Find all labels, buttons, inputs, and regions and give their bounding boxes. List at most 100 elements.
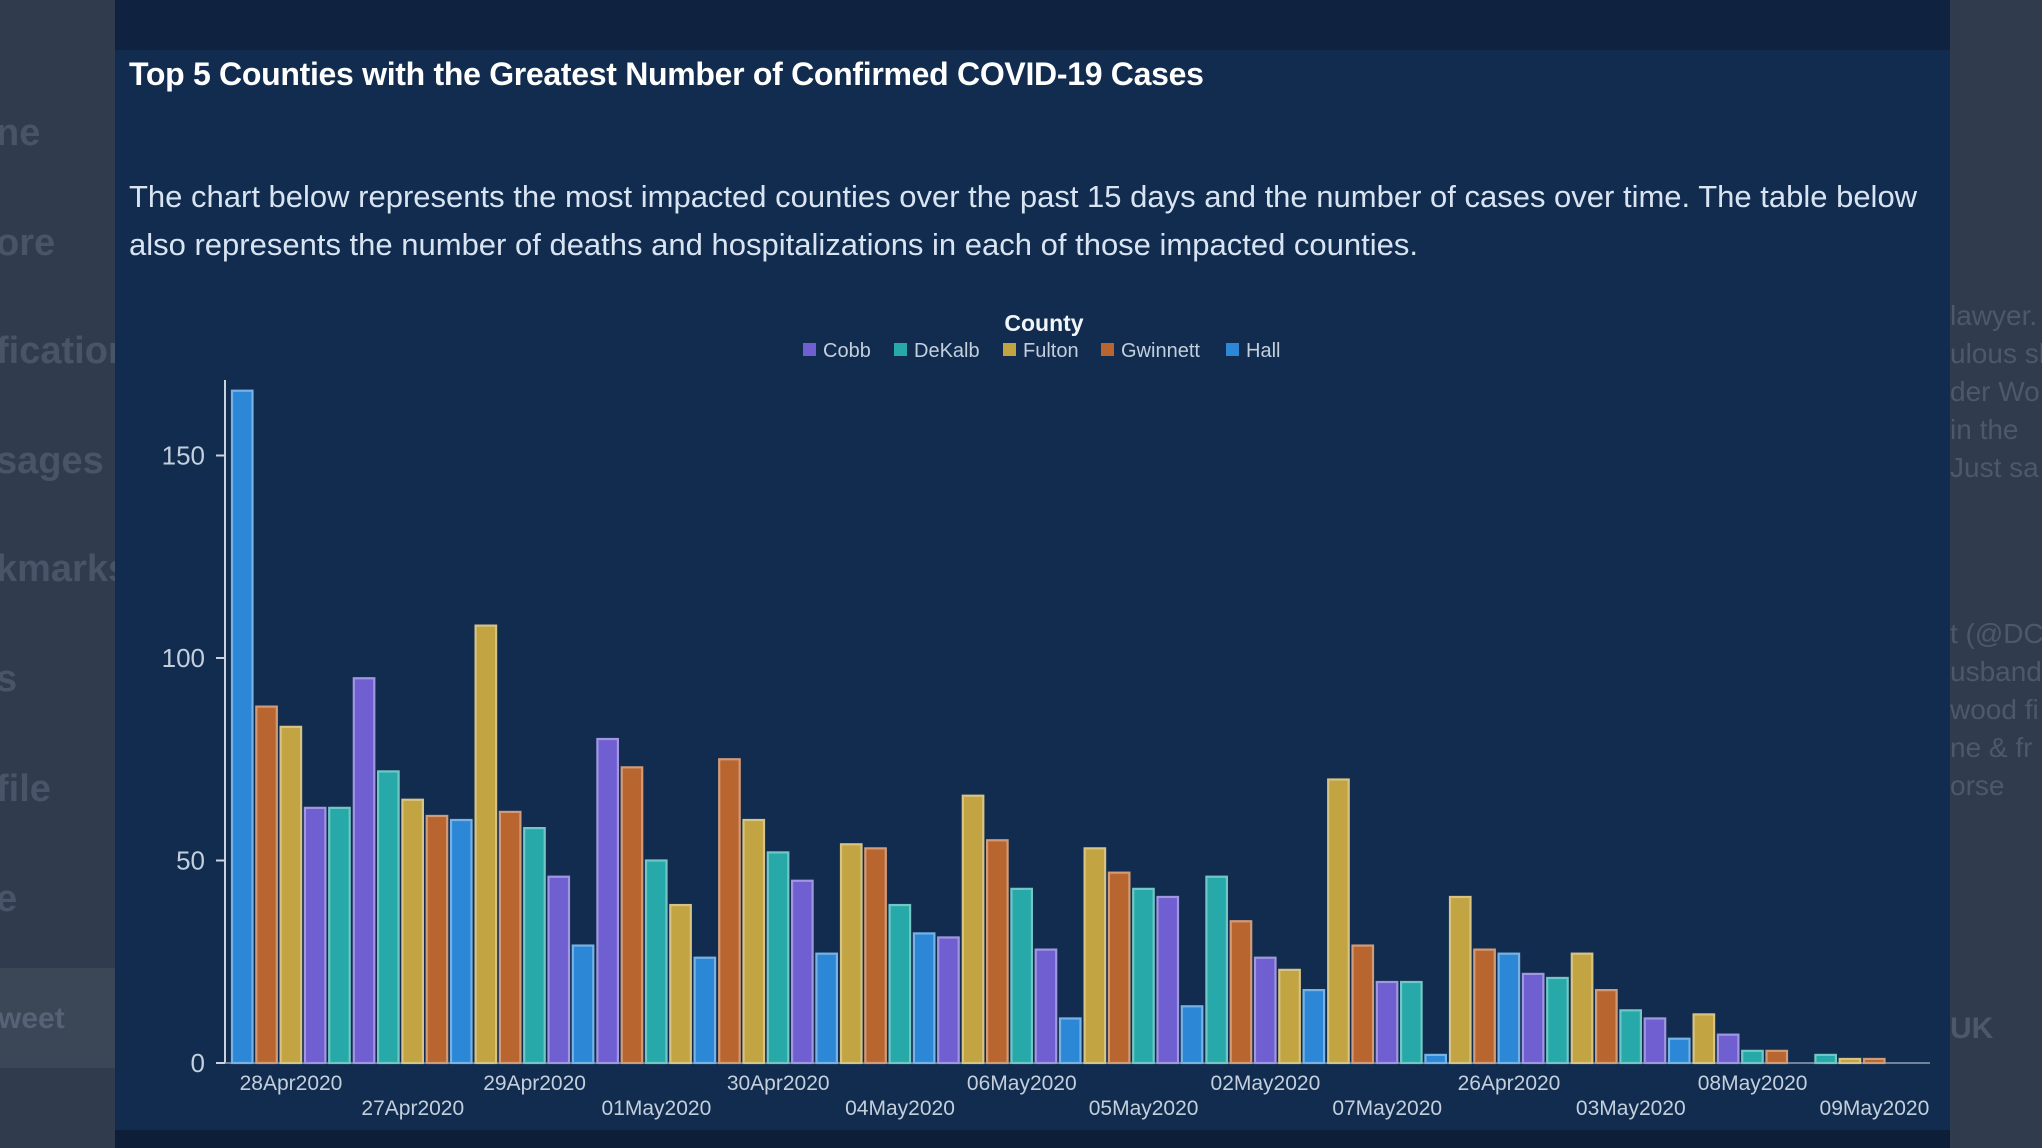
bar-cobb (1716, 1033, 1740, 1065)
bar-gwinnett (985, 839, 1009, 1065)
bar-dekalb (377, 770, 400, 1065)
bar-hall (230, 389, 254, 1065)
background-feed-text: UK (1950, 1012, 1994, 1045)
bar-hall (1424, 1053, 1448, 1065)
legend-swatch-hall (1226, 343, 1239, 356)
bar-cobb (596, 737, 620, 1065)
bar-hall (571, 944, 595, 1065)
legend: County Cobb DeKalb Fulton Gwinnett Hall (803, 310, 1280, 362)
bar-gwinnett (1107, 871, 1131, 1065)
x-tick-label: 28Apr2020 (240, 1072, 343, 1095)
bar-gwinnett (1351, 944, 1375, 1065)
bar-hall (815, 952, 839, 1065)
bar-fulton (839, 843, 863, 1065)
bar-dekalb (766, 851, 790, 1065)
background-feed-text: t (@DC (1950, 618, 2042, 649)
bar-dekalb (1205, 875, 1229, 1065)
legend-label-gwinnett: Gwinnett (1121, 340, 1200, 362)
y-tick-label: 0 (191, 1048, 205, 1078)
bar-hall (1302, 988, 1326, 1065)
panel-bottom-bar (115, 1130, 1950, 1148)
legend-swatch-dekalb (894, 343, 907, 356)
bar-fulton (669, 903, 692, 1065)
bar-gwinnett (1862, 1057, 1886, 1065)
background-sidebar-item: fications (0, 330, 115, 372)
background-tweet-button: weet (0, 968, 115, 1068)
legend-swatch-cobb (803, 343, 816, 356)
background-right-feed: lawyer. ulous sh der Wo in the Just sa t (@D… (1950, 0, 2042, 1148)
x-tick-label: 06May2020 (967, 1072, 1077, 1095)
legend-title: County (1004, 310, 1083, 336)
bar-dekalb (644, 859, 668, 1065)
bar-gwinnett (1594, 988, 1618, 1065)
legend-label-fulton: Fulton (1023, 340, 1079, 362)
bar-dekalb (1010, 887, 1034, 1065)
bar-gwinnett (718, 758, 741, 1065)
background-sidebar-item: file (0, 768, 51, 810)
bar-gwinnett (1473, 948, 1496, 1065)
x-tick-label: 03May2020 (1576, 1097, 1686, 1120)
x-tick-label: 07May2020 (1332, 1097, 1442, 1120)
background-sidebar-item: sages (0, 440, 104, 482)
bar-cobb (1521, 972, 1545, 1065)
bar-hall (449, 818, 473, 1065)
bar-dekalb (1399, 980, 1423, 1065)
bar-fulton (1278, 968, 1301, 1065)
bar-fulton (1570, 952, 1594, 1065)
x-tick-label: 08May2020 (1698, 1072, 1808, 1095)
bar-cobb (352, 677, 376, 1065)
bar-fulton (1448, 895, 1472, 1065)
background-sidebar-item: s (0, 658, 18, 700)
bar-dekalb (1546, 976, 1569, 1065)
x-tick-label: 30Apr2020 (727, 1072, 830, 1095)
background-feed-text: wood fi (1950, 694, 2039, 725)
bar-hall (1180, 1005, 1204, 1065)
bar-gwinnett (425, 814, 449, 1065)
bar-cobb (937, 936, 960, 1065)
bar-gwinnett (498, 810, 522, 1065)
x-tick-label: 02May2020 (1211, 1072, 1321, 1095)
background-feed-text: lawyer. (1950, 300, 2038, 331)
legend-label-hall: Hall (1246, 340, 1280, 362)
background-feed-text: Just sa (1950, 452, 2039, 483)
bar-fulton (401, 798, 424, 1065)
bar-gwinnett (1229, 920, 1253, 1065)
bar-fulton (474, 624, 498, 1065)
background-feed-text: orse (1950, 770, 2005, 801)
x-tick-label: 05May2020 (1089, 1097, 1199, 1120)
background-feed-text: in the (1950, 414, 2019, 445)
y-tick-label: 100 (162, 643, 205, 673)
background-sidebar-item: ore (0, 222, 56, 264)
x-tick-label: 26Apr2020 (1458, 1072, 1561, 1095)
bar-dekalb (1619, 1009, 1643, 1065)
x-tick-label: 09May2020 (1820, 1097, 1930, 1120)
bar-hall (912, 932, 936, 1065)
background-feed-text: der Wo (1950, 376, 2040, 407)
bar-fulton (1083, 847, 1107, 1065)
bar-fulton (961, 794, 985, 1065)
background-feed-text: usband (1950, 656, 2042, 687)
background-sidebar-item: e (0, 878, 18, 920)
bar-dekalb (1814, 1053, 1838, 1065)
background-tweet-label: weet (0, 1002, 65, 1035)
bar-fulton (1838, 1057, 1862, 1065)
bar-fulton (279, 725, 303, 1065)
background-feed-text: ulous sh (1950, 338, 2042, 369)
page-description: The chart below represents the most impa… (129, 179, 1918, 262)
bar-hall (1667, 1037, 1691, 1065)
bar-cobb (1375, 980, 1399, 1065)
bar-dekalb (523, 826, 546, 1065)
bar-gwinnett (864, 847, 887, 1065)
bar-cobb (303, 806, 327, 1065)
bars (230, 389, 1886, 1065)
legend-swatch-fulton (1003, 343, 1016, 356)
bar-cobb (1034, 948, 1058, 1065)
bar-cobb (1253, 956, 1277, 1065)
background-sidebar-item: ne (0, 112, 41, 154)
bar-cobb (547, 875, 571, 1065)
panel-top-bar (115, 0, 1950, 50)
bar-cobb (790, 879, 814, 1065)
bar-cobb (1156, 895, 1180, 1065)
